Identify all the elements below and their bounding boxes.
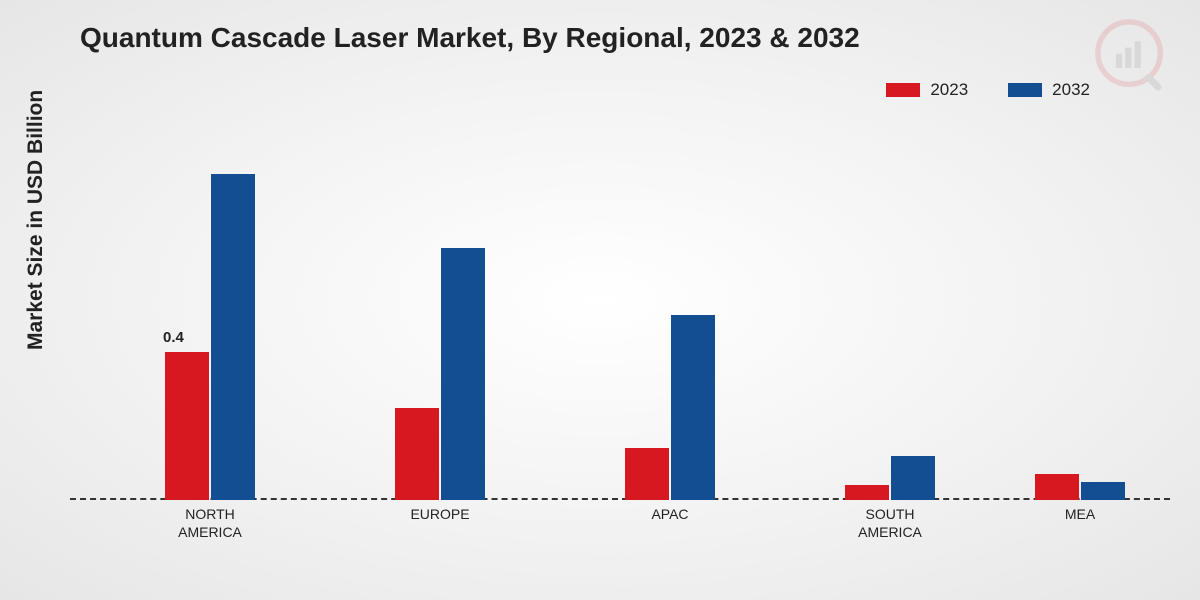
x-tick-label: SOUTH AMERICA [858, 506, 922, 541]
bar-group [1035, 474, 1125, 500]
legend-swatch-2023 [886, 83, 920, 97]
bar-2032 [1081, 482, 1125, 501]
bar-2032 [211, 174, 255, 500]
bar-group: 0.4 [165, 174, 255, 500]
legend: 2023 2032 [886, 80, 1090, 100]
chart-title: Quantum Cascade Laser Market, By Regiona… [80, 22, 860, 54]
bar-2023 [395, 408, 439, 501]
legend-label-2032: 2032 [1052, 80, 1090, 100]
watermark-logo [1094, 18, 1172, 96]
bar-2023 [165, 352, 209, 500]
plot-area: 0.4 [70, 130, 1170, 500]
y-axis-label: Market Size in USD Billion [24, 90, 48, 350]
x-axis-labels: NORTH AMERICA EUROPE APAC SOUTH AMERICA MEA [70, 506, 1170, 566]
legend-item-2023: 2023 [886, 80, 968, 100]
bar-2032 [441, 248, 485, 500]
x-tick-label: NORTH AMERICA [178, 506, 242, 541]
chart-canvas: Quantum Cascade Laser Market, By Regiona… [0, 0, 1200, 600]
bar-2032 [891, 456, 935, 500]
bar-group [395, 248, 485, 500]
legend-swatch-2032 [1008, 83, 1042, 97]
bar-2023 [845, 485, 889, 500]
legend-label-2023: 2023 [930, 80, 968, 100]
bar-group [625, 315, 715, 500]
bar-2023 [1035, 474, 1079, 500]
x-tick-label: EUROPE [410, 506, 469, 524]
x-tick-label: MEA [1065, 506, 1095, 524]
bar-2023 [625, 448, 669, 500]
x-tick-label: APAC [651, 506, 688, 524]
bar-2032 [671, 315, 715, 500]
bar-group [845, 456, 935, 500]
bar-value-label: 0.4 [163, 329, 184, 346]
legend-item-2032: 2032 [1008, 80, 1090, 100]
